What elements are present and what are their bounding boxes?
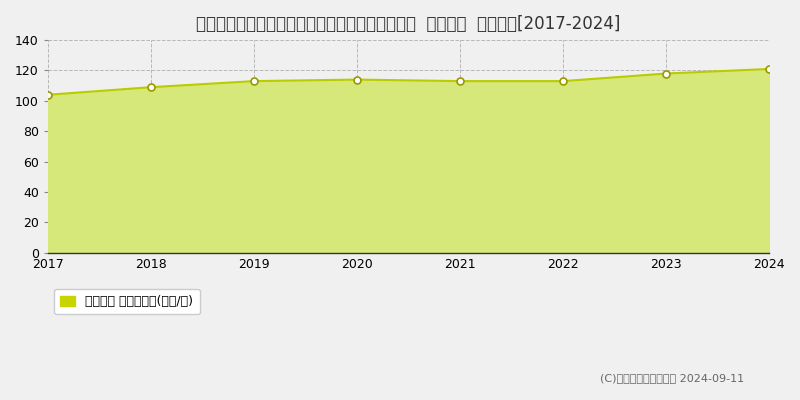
Title: 埼玉県さいたま市中央区鈴谷２丁目７４４番１外  地価公示  地価推移[2017-2024]: 埼玉県さいたま市中央区鈴谷２丁目７４４番１外 地価公示 地価推移[2017-20… [196,15,621,33]
Legend: 地価公示 平均坪単価(万円/坪): 地価公示 平均坪単価(万円/坪) [54,289,200,314]
Text: (C)土地価格ドットコム 2024-09-11: (C)土地価格ドットコム 2024-09-11 [600,373,744,383]
